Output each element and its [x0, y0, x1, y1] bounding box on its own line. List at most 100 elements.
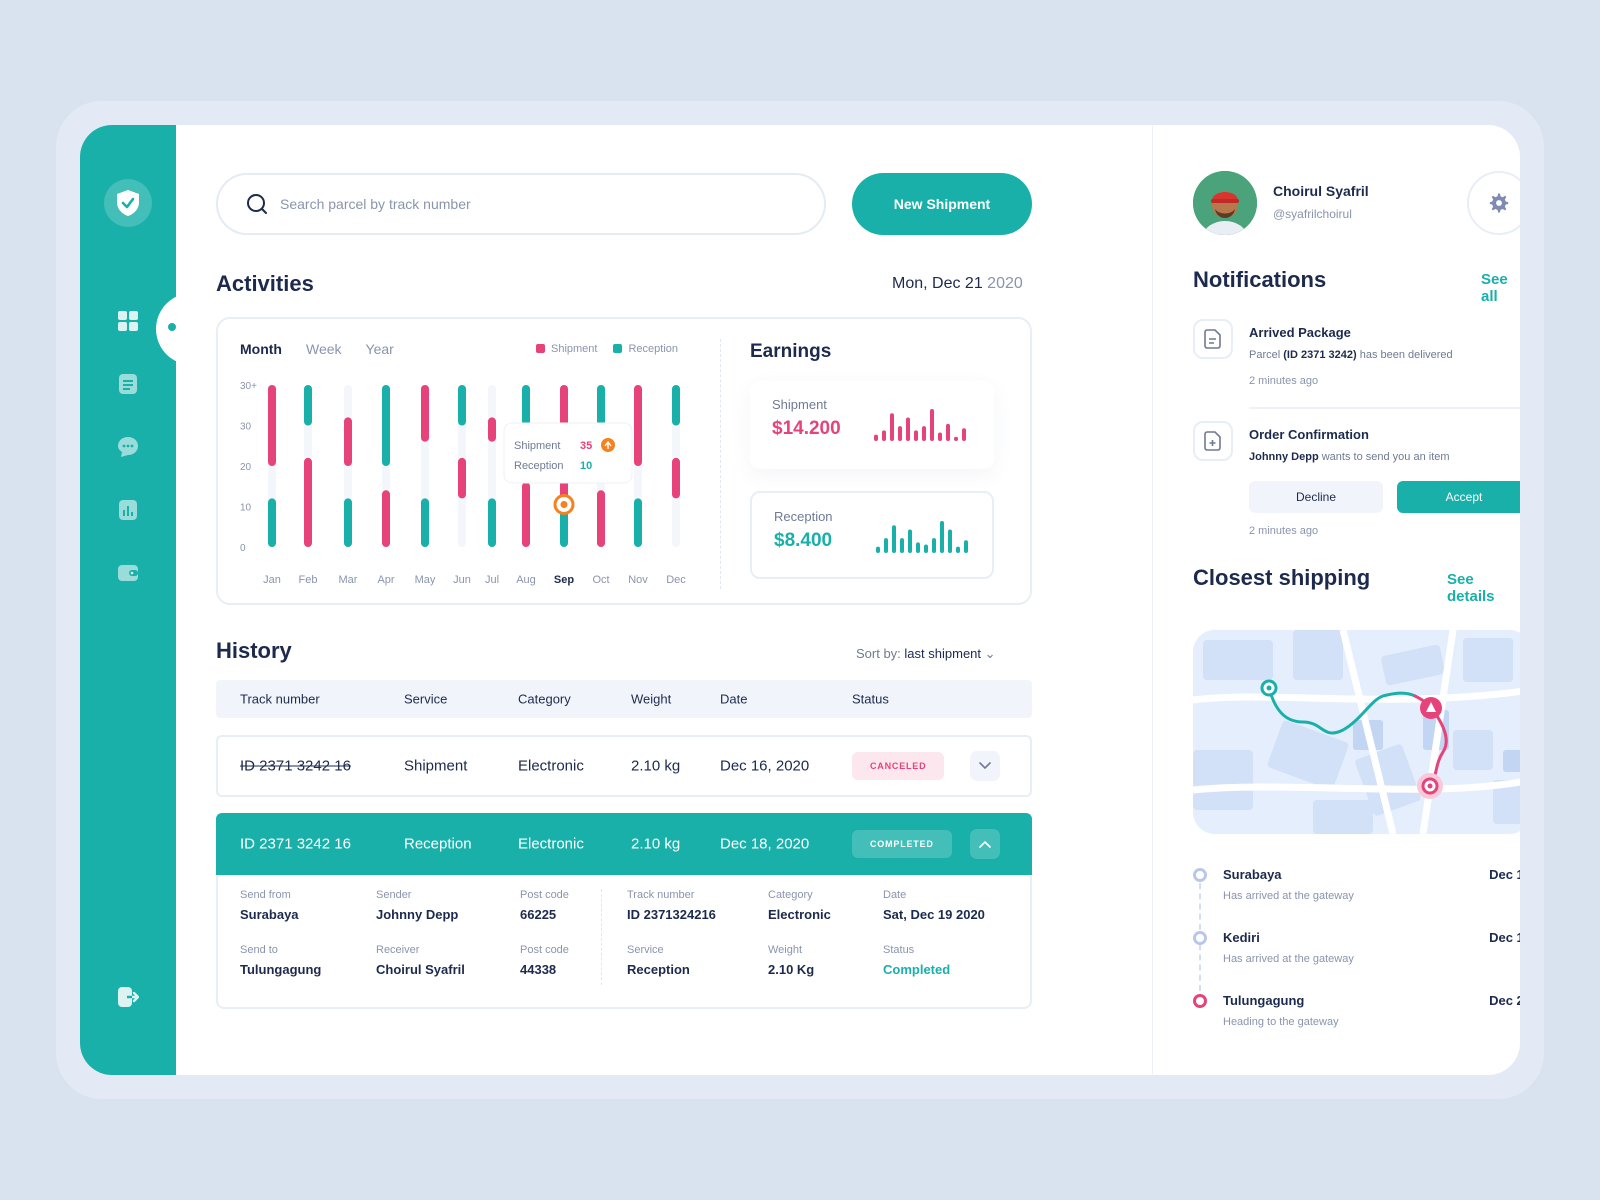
- row-weight: 2.10 kg: [631, 757, 681, 775]
- y-tick-label: 10: [240, 503, 252, 514]
- bar-shipment[interactable]: [634, 385, 642, 466]
- bar-shipment[interactable]: [522, 482, 530, 547]
- tab-month[interactable]: Month: [240, 341, 282, 357]
- decline-button[interactable]: Decline: [1249, 481, 1383, 513]
- earnings-shipment-label: Shipment: [772, 397, 827, 412]
- bar-shipment[interactable]: [268, 385, 276, 466]
- search-icon: [247, 194, 267, 214]
- bar-reception[interactable]: [560, 506, 568, 548]
- bar-reception[interactable]: [488, 498, 496, 547]
- status-badge: CANCELED: [852, 752, 945, 780]
- bar-reception[interactable]: [382, 385, 390, 466]
- timeline-dot: [1193, 868, 1207, 882]
- col-weight: Weight: [631, 691, 672, 707]
- dashboard-icon[interactable]: [112, 305, 144, 337]
- sort-dropdown[interactable]: Sort by: last shipment ⌄: [856, 646, 996, 661]
- search-bar[interactable]: [216, 173, 826, 235]
- tab-year[interactable]: Year: [365, 341, 394, 357]
- search-input[interactable]: [280, 196, 760, 212]
- route-map[interactable]: [1193, 630, 1520, 834]
- period-tabs: Month Week Year: [240, 341, 394, 357]
- user-handle: @syafrilchoirul: [1273, 207, 1352, 221]
- sparkline-bar: [898, 426, 902, 441]
- row-service: Reception: [404, 835, 472, 853]
- detail-divider: [601, 889, 602, 985]
- bar-reception[interactable]: [421, 498, 429, 547]
- timeline-city: Tulungagung: [1223, 993, 1305, 1008]
- report-icon[interactable]: [112, 494, 144, 526]
- table-row-expanded[interactable]: ID 2371 3242 16 Reception Electronic 2.1…: [216, 813, 1032, 875]
- sparkline-bar: [890, 413, 894, 441]
- detail-service: Service Reception: [627, 944, 690, 977]
- new-shipment-button[interactable]: New Shipment: [852, 173, 1032, 235]
- detail-sender: Sender Johnny Depp: [376, 889, 459, 922]
- earnings-shipment-card[interactable]: Shipment $14.200: [750, 381, 994, 469]
- timeline-date: Dec 20: [1489, 993, 1520, 1008]
- app-window: New Shipment Activities Mon, Dec 21 2020…: [80, 125, 1520, 1075]
- sparkline-bar: [938, 432, 942, 441]
- col-service: Service: [404, 691, 448, 707]
- bar-reception[interactable]: [268, 498, 276, 547]
- tooltip-shipment-value: 35: [580, 440, 592, 452]
- collapse-row-button[interactable]: [970, 829, 1000, 859]
- settings-button[interactable]: [1467, 171, 1520, 235]
- reception-sparkline: [876, 521, 968, 553]
- row-track: ID 2371 3242 16: [240, 835, 351, 853]
- see-details-link[interactable]: See details: [1447, 571, 1495, 605]
- row-service: Shipment: [404, 757, 468, 775]
- tab-week[interactable]: Week: [305, 341, 342, 357]
- sparkline-bar: [948, 529, 952, 553]
- notifications-title: Notifications: [1193, 267, 1327, 292]
- chart-tooltip: Shipment 35 Reception 10: [503, 422, 633, 484]
- chevron-down-icon: ⌄: [984, 646, 996, 661]
- sparkline-bar: [916, 542, 920, 553]
- detail-track-number: Track number ID 2371324216: [627, 889, 716, 922]
- chat-icon[interactable]: [112, 431, 144, 463]
- detail-post-code-from: Post code 66225: [520, 889, 569, 922]
- see-all-link[interactable]: See all: [1481, 271, 1508, 305]
- bar-shipment[interactable]: [421, 385, 429, 442]
- timeline-subtitle: Heading to the gateway: [1223, 1016, 1339, 1028]
- logout-icon[interactable]: [112, 981, 144, 1013]
- sparkline-bar: [922, 426, 926, 441]
- tooltip-box: [503, 422, 633, 484]
- user-name: Choirul Syafril: [1273, 183, 1369, 199]
- bar-shipment[interactable]: [597, 490, 605, 547]
- bar-shipment[interactable]: [672, 457, 680, 499]
- accept-button[interactable]: Accept: [1397, 481, 1520, 513]
- row-detail-panel: Send from Surabaya Sender Johnny Depp Post…: [216, 875, 1032, 1009]
- legend-reception: Reception: [613, 343, 678, 355]
- bar-shipment[interactable]: [458, 457, 466, 499]
- bar-reception[interactable]: [597, 385, 605, 426]
- earnings-reception-card[interactable]: Reception $8.400: [750, 491, 994, 579]
- sparkline-bar: [940, 521, 944, 553]
- detail-post-code-to: Post code 44338: [520, 944, 569, 977]
- bar-shipment[interactable]: [488, 417, 496, 442]
- bar-reception[interactable]: [304, 385, 312, 426]
- bar-reception[interactable]: [522, 385, 530, 426]
- bar-shipment[interactable]: [304, 457, 312, 547]
- wallet-icon[interactable]: [112, 557, 144, 589]
- avatar[interactable]: [1193, 171, 1257, 235]
- sparkline-bar: [946, 423, 950, 441]
- row-date: Dec 16, 2020: [720, 757, 810, 775]
- bar-reception[interactable]: [634, 498, 642, 547]
- bar-shipment[interactable]: [344, 417, 352, 466]
- document-icon[interactable]: [112, 368, 144, 400]
- x-tick-label: Oct: [592, 574, 609, 586]
- col-status: Status: [852, 691, 889, 707]
- nav-active-dot: [168, 323, 176, 331]
- chart-legend: Shipment Reception: [536, 343, 678, 355]
- sparkline-bar: [914, 430, 918, 441]
- y-tick-label: 30: [240, 422, 252, 433]
- bar-reception[interactable]: [672, 385, 680, 426]
- bar-shipment[interactable]: [382, 490, 390, 547]
- activities-bar-chart: 0 10 20 30 30+ Jan Feb Mar Apr May Jun Jul Aug Sep Oct…: [240, 381, 686, 586]
- highlight-marker-center: [560, 501, 568, 508]
- table-row[interactable]: ID 2371 3242 16 Shipment Electronic 2.10…: [216, 735, 1032, 797]
- chevron-up-icon: [979, 840, 991, 848]
- expand-row-button[interactable]: [970, 751, 1000, 781]
- sparkline-bar: [908, 529, 912, 553]
- bar-reception[interactable]: [458, 385, 466, 426]
- bar-reception[interactable]: [344, 498, 352, 547]
